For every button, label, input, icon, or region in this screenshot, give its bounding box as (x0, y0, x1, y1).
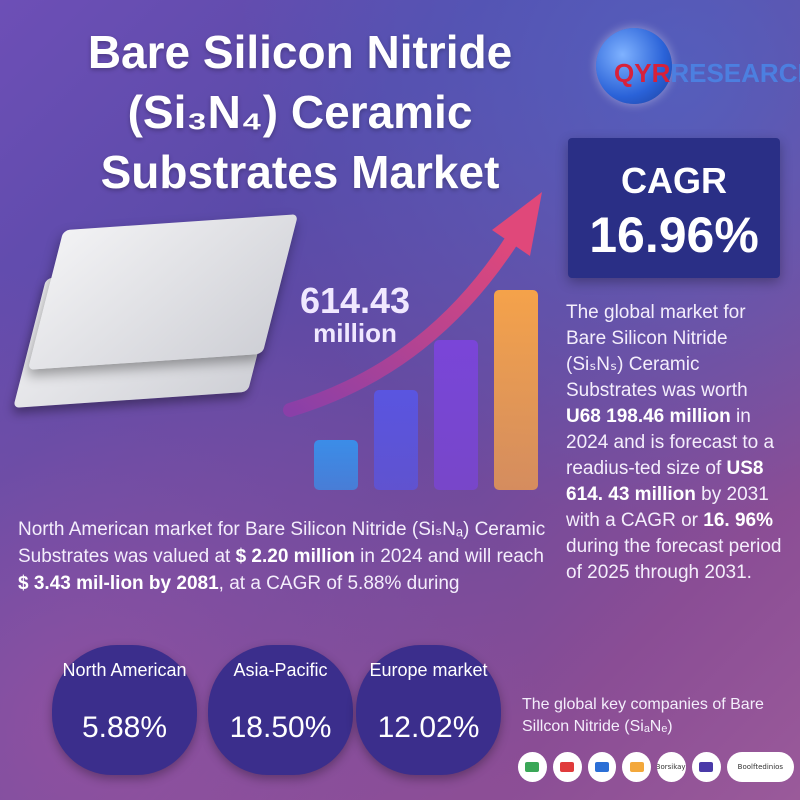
na-text-1: North American market for Bare Silicon N… (18, 519, 546, 567)
summary-text-3: by (695, 484, 727, 505)
company-logo-4 (622, 752, 652, 782)
summary-bold-4: 16. 96% (703, 510, 773, 531)
region-name: North American (62, 660, 187, 680)
logo-text-main: QYR (614, 58, 671, 88)
region-asia-pacific: Asia-Pacific 18.50% (208, 645, 353, 775)
growth-bar-1 (314, 440, 358, 490)
summary-bold-1: U68 198.46 million (566, 406, 731, 427)
company-logo-2 (552, 752, 582, 782)
north-america-summary: North American market for Bare Silicon N… (18, 516, 548, 597)
region-name: Asia-Pacific (233, 660, 328, 680)
region-value: 18.50% (229, 711, 332, 744)
na-bold-1: $ 2.20 million (235, 546, 355, 567)
region-value: 5.88% (81, 711, 168, 744)
market-size-unit: million (313, 318, 397, 348)
growth-chart (283, 192, 542, 490)
growth-bar-3 (434, 340, 478, 490)
summary-bold-2: US8 614. 43 million (566, 458, 764, 505)
summary-text-2: in 2024 and is forecast to a readius-ted… (566, 406, 775, 479)
region-name: Europe market (369, 660, 488, 680)
na-bold-2: $ 3.43 mil-lion by 2081 (18, 573, 219, 594)
na-text-3: , at a CAGR of 5.88% during (218, 573, 460, 594)
logo-text-sub: RESEARCH (670, 58, 800, 88)
qyr-research-logo: QYRRESEARCH (596, 28, 800, 108)
company-logo-1 (518, 752, 547, 782)
company-logo-5: Borsikayi (657, 752, 686, 782)
summary-text-5: during the forecast period of 2025 throu… (566, 536, 782, 583)
region-north-america: North American 5.88% (52, 645, 197, 775)
summary-text-4: with a CAGR or (566, 510, 704, 531)
company-logo-3 (587, 752, 617, 782)
key-companies-label: The global key companies of Bare Sillcon… (522, 696, 764, 735)
page-title: Bare Silicon Nitride (Si₃N₄) Ceramic Sub… (20, 22, 580, 202)
cagr-value: 16.96% (589, 207, 759, 263)
logo-text: QYRRESEARCH (614, 58, 800, 89)
region-value: 12.02% (377, 711, 480, 744)
cagr-label: CAGR (621, 160, 727, 201)
region-europe: Europe market 12.02% (356, 645, 501, 775)
globe-icon (596, 28, 672, 104)
company-logo-7: Boolftedinios (726, 752, 794, 782)
cagr-box: CAGR 16.96% (568, 138, 780, 278)
title-line-1: Bare Silicon Nitride (87, 26, 513, 78)
company-logo-6 (691, 752, 721, 782)
growth-bar-2 (374, 390, 418, 490)
growth-bar-4 (494, 290, 538, 490)
summary-text-3b: 2031 (726, 484, 769, 505)
growth-arrow-shaft (283, 233, 519, 417)
title-line-2: (Si₃N₄) Ceramic (127, 86, 473, 138)
growth-arrow-head (492, 192, 542, 256)
market-size-value: 614.43 (299, 280, 411, 321)
title-line-3: Substrates Market (100, 146, 500, 198)
company-logos: Borsikayi Boolftedinios (518, 752, 794, 782)
summary-text-1: The global market for Bare Silicon Nitri… (566, 302, 748, 401)
na-text-2: in 2024 and will reach (354, 546, 544, 567)
global-market-summary: The global market for Bare Silicon Nitri… (566, 300, 786, 586)
ceramic-plate-front (27, 214, 299, 370)
